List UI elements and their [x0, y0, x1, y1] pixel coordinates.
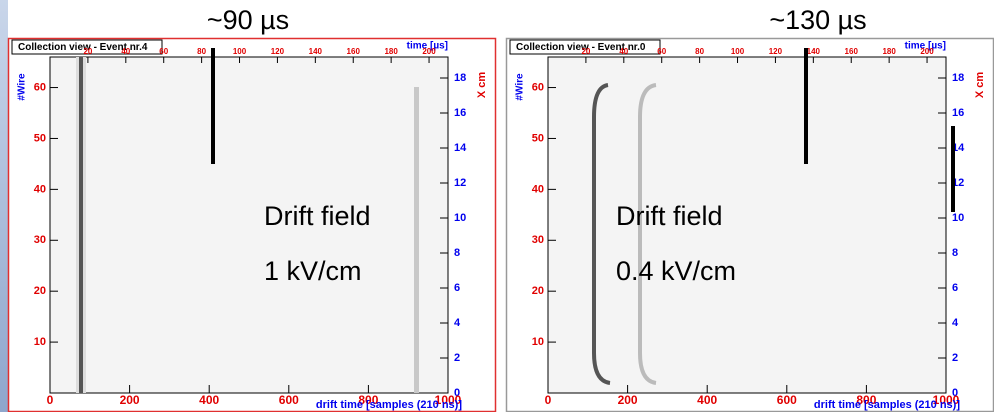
left-tick-label: 30 — [532, 234, 544, 246]
trace — [414, 87, 419, 393]
plot-area — [548, 57, 946, 393]
bottom-tick-label: 200 — [120, 393, 140, 407]
top-tick-label: 40 — [619, 47, 628, 56]
right-tick-label: 4 — [454, 317, 461, 329]
bottom-tick-label: 0 — [545, 393, 552, 407]
bottom-tick-label: 200 — [618, 393, 638, 407]
bottom-tick-label: 600 — [777, 393, 797, 407]
trace — [79, 57, 83, 393]
left-tick-label: 10 — [532, 336, 544, 348]
bottom-tick-label: 400 — [697, 393, 717, 407]
right-tick-label: 8 — [454, 247, 460, 259]
right-tick-label: 14 — [454, 142, 467, 154]
field-label: Drift field — [264, 201, 371, 231]
top-tick-label: 40 — [121, 47, 130, 56]
top-tick-label: 200 — [422, 47, 436, 56]
field-label: 0.4 kV/cm — [616, 256, 736, 286]
plot-area — [50, 57, 448, 393]
top-tick-label: 120 — [769, 47, 783, 56]
left-tick-label: 10 — [34, 336, 46, 348]
top-tick-label: 120 — [271, 47, 285, 56]
top-tick-label: 80 — [695, 47, 704, 56]
bottom-tick-label: 400 — [199, 393, 219, 407]
top-tick-label: 160 — [347, 47, 361, 56]
top-tick-label: 180 — [882, 47, 896, 56]
top-tick-label: 100 — [233, 47, 247, 56]
top-tick-label: 200 — [920, 47, 934, 56]
top-tick-label: 160 — [845, 47, 859, 56]
bottom-axis-label: drift time [samples (210 ns)] — [814, 399, 960, 411]
right-tick-label: 12 — [454, 177, 466, 189]
annotation: ~90 µs — [207, 5, 289, 35]
top-tick-label: 140 — [309, 47, 323, 56]
top-tick-label: 20 — [581, 47, 590, 56]
right-tick-label: 18 — [454, 72, 466, 84]
side-strip — [0, 0, 8, 412]
right-tick-label: 2 — [454, 352, 460, 364]
right-tick-label: 2 — [952, 352, 958, 364]
field-label: Drift field — [616, 201, 723, 231]
right-tick-label: 18 — [952, 72, 964, 84]
annotation: ~130 µs — [769, 5, 866, 35]
right-tick-label: 10 — [454, 212, 466, 224]
right-tick-label: 4 — [952, 317, 959, 329]
top-tick-label: 140 — [807, 47, 821, 56]
left-tick-label: 40 — [34, 183, 46, 195]
left-tick-label: 20 — [532, 285, 544, 297]
field-label: 1 kV/cm — [264, 256, 362, 286]
top-tick-label: 60 — [657, 47, 666, 56]
left-tick-label: 60 — [532, 81, 544, 93]
bottom-axis-label: drift time [samples (210 ns)] — [316, 399, 462, 411]
left-axis-label: #Wire — [17, 73, 28, 101]
left-tick-label: 30 — [34, 234, 46, 246]
right-tick-label: 10 — [952, 212, 964, 224]
right-tick-label: 6 — [454, 282, 460, 294]
top-tick-label: 180 — [384, 47, 398, 56]
left-tick-label: 50 — [532, 132, 544, 144]
bottom-tick-label: 0 — [47, 393, 54, 407]
right-axis-label: X cm — [476, 72, 488, 99]
top-tick-label: 20 — [83, 47, 92, 56]
top-tick-label: 80 — [197, 47, 206, 56]
right-axis-label: X cm — [974, 72, 986, 99]
left-tick-label: 60 — [34, 81, 46, 93]
top-tick-label: 60 — [159, 47, 168, 56]
left-tick-label: 50 — [34, 132, 46, 144]
right-tick-label: 8 — [952, 247, 958, 259]
left-tick-label: 20 — [34, 285, 46, 297]
slide: Collection view - Event nr.4time [µs]204… — [0, 0, 994, 412]
left-axis-label: #Wire — [515, 73, 526, 101]
right-tick-label: 16 — [952, 107, 964, 119]
right-tick-label: 16 — [454, 107, 466, 119]
left-tick-label: 40 — [532, 183, 544, 195]
right-tick-label: 6 — [952, 282, 958, 294]
top-tick-label: 100 — [731, 47, 745, 56]
bottom-tick-label: 600 — [279, 393, 299, 407]
